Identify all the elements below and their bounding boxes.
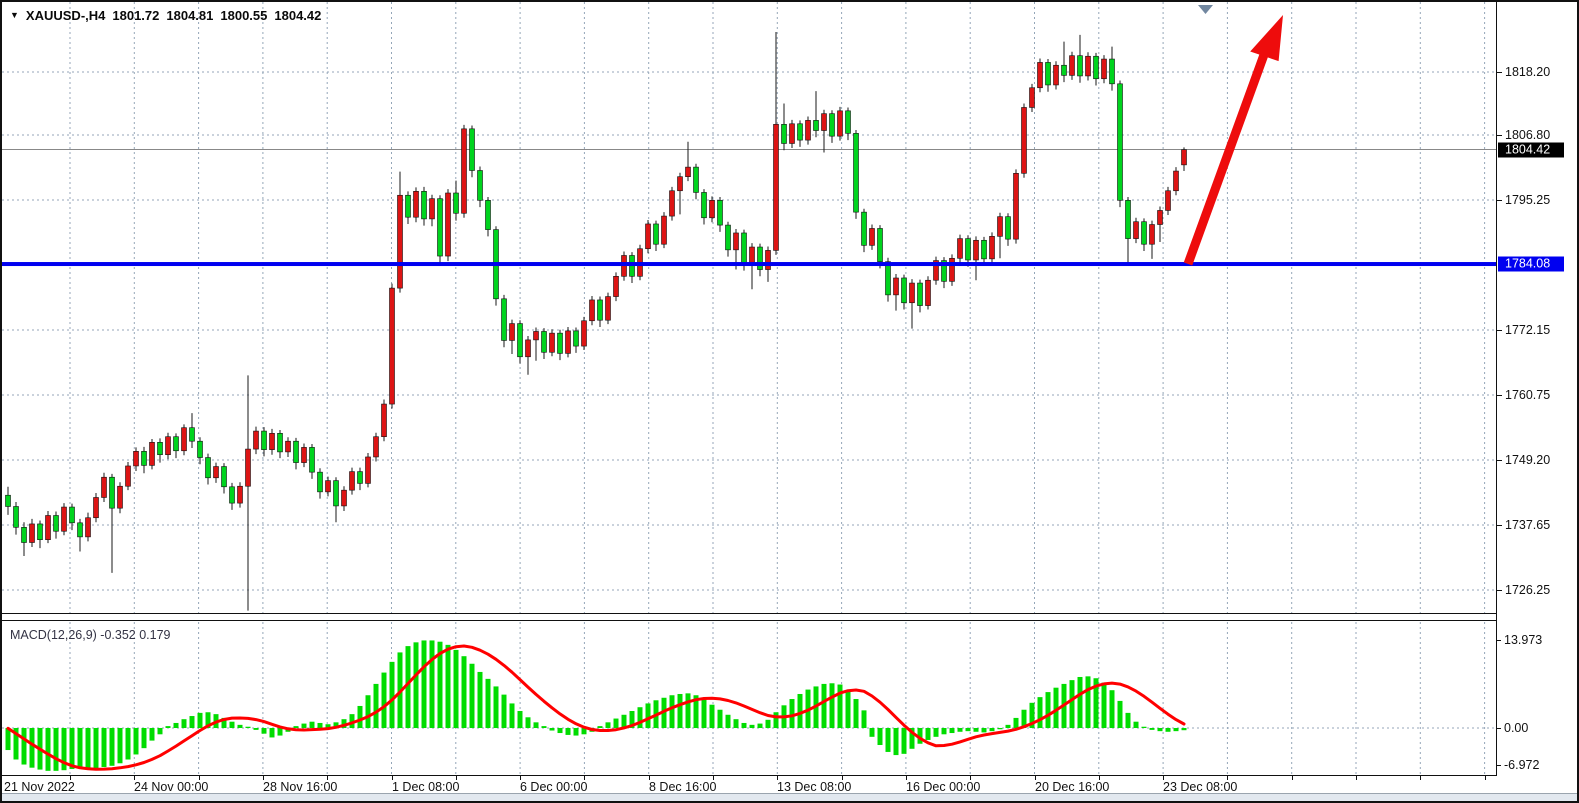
time-axis-tick	[1227, 776, 1229, 780]
time-axis-tick	[1163, 776, 1165, 780]
time-axis-label: 21 Nov 2022	[4, 780, 75, 794]
anchor-cursor-icon	[1198, 5, 1213, 14]
quote-low: 1800.55	[220, 8, 268, 23]
candles	[5, 32, 1187, 611]
time-axis-tick	[1291, 776, 1293, 780]
support-price-box: 1784.08	[1498, 256, 1564, 272]
time-axis-tick	[520, 776, 522, 780]
time-axis-tick	[777, 776, 779, 780]
quote-high: 1804.81	[166, 8, 214, 23]
support-line	[2, 262, 1496, 267]
time-axis-label: 13 Dec 08:00	[777, 780, 852, 794]
time-axis-tick	[1484, 776, 1486, 780]
price-chart-canvas[interactable]	[2, 2, 1496, 613]
symbol-dropdown-icon[interactable]: ▼	[10, 9, 19, 20]
time-axis-tick	[713, 776, 714, 780]
price-axis-label: 1818.20	[1505, 65, 1551, 79]
quote-line: ▼ XAUUSD-,H4 1801.72 1804.81 1800.55 180…	[10, 8, 321, 23]
macd-axis-label: 0.00	[1504, 721, 1529, 735]
time-axis-label: 23 Dec 08:00	[1163, 780, 1238, 794]
price-axis-label: 1795.25	[1505, 193, 1551, 207]
time-axis-tick	[198, 776, 200, 780]
symbol-period-label: XAUUSD-,H4	[25, 8, 106, 23]
price-axis-tick	[1497, 135, 1502, 136]
macd-axis-tick	[1496, 728, 1501, 729]
time-axis-tick	[841, 776, 843, 780]
time-axis-label: 20 Dec 16:00	[1035, 780, 1110, 794]
current-price-box: 1804.42	[1498, 142, 1564, 158]
price-axis[interactable]: 1818.20 1806.80 1795.25 1772.15 1760.75 1749.…	[1496, 2, 1577, 776]
time-axis-label: 28 Nov 16:00	[263, 780, 338, 794]
macd-axis-tick	[1496, 640, 1501, 641]
time-axis-label: 16 Dec 00:00	[906, 780, 981, 794]
price-axis-label: 1726.25	[1505, 583, 1551, 597]
macd-axis-label: 13.973	[1504, 633, 1543, 647]
time-axis-tick	[262, 776, 264, 780]
time-axis-tick	[1098, 776, 1100, 780]
time-axis-tick	[455, 776, 457, 780]
time-axis-label: 6 Dec 00:00	[520, 780, 588, 794]
time-axis-tick	[970, 776, 972, 780]
price-axis-label: 1737.65	[1505, 518, 1551, 532]
time-axis-tick	[1420, 776, 1422, 780]
price-axis-tick	[1497, 460, 1502, 461]
macd-axis-label: -6.972	[1504, 758, 1540, 772]
time-axis-tick	[584, 776, 586, 780]
price-axis-tick	[1497, 395, 1502, 396]
time-axis-tick	[391, 776, 393, 780]
trend-arrow	[1183, 15, 1283, 266]
price-axis-label: 1760.75	[1505, 388, 1551, 402]
time-axis-tick	[327, 776, 329, 780]
time-axis-label: 8 Dec 16:00	[649, 780, 717, 794]
price-axis-label: 1806.80	[1505, 128, 1551, 142]
macd-indicator-canvas[interactable]	[2, 621, 1496, 776]
quote-open: 1801.72	[112, 8, 160, 23]
time-axis-label: 1 Dec 08:00	[392, 780, 460, 794]
price-axis-tick	[1497, 590, 1502, 591]
time-axis-tick	[648, 776, 650, 780]
macd-axis-tick	[1496, 765, 1501, 766]
time-axis-label: 24 Nov 00:00	[134, 780, 209, 794]
price-axis-tick	[1497, 72, 1502, 73]
window-bottom-edge	[2, 793, 1577, 801]
price-axis-tick	[1497, 200, 1502, 201]
macd-indicator-label: MACD(12,26,9) -0.352 0.179	[10, 628, 171, 642]
time-axis-tick	[1034, 776, 1036, 780]
time-axis-tick	[70, 776, 71, 780]
price-axis-tick	[1497, 330, 1502, 331]
macd-axis[interactable]: 13.973 0.00 -6.972	[1496, 621, 1577, 776]
time-axis-tick	[1356, 776, 1357, 780]
price-axis-label: 1772.15	[1505, 323, 1551, 337]
price-axis-tick	[1497, 525, 1502, 526]
quote-close: 1804.42	[274, 8, 322, 23]
time-axis-tick	[134, 776, 136, 780]
panel-divider[interactable]	[2, 613, 1496, 621]
time-axis[interactable]: 21 Nov 2022 24 Nov 00:00 28 Nov 16:00 1 Dec…	[2, 776, 1496, 797]
time-axis-tick	[905, 776, 907, 780]
price-axis-label: 1749.20	[1505, 453, 1551, 467]
